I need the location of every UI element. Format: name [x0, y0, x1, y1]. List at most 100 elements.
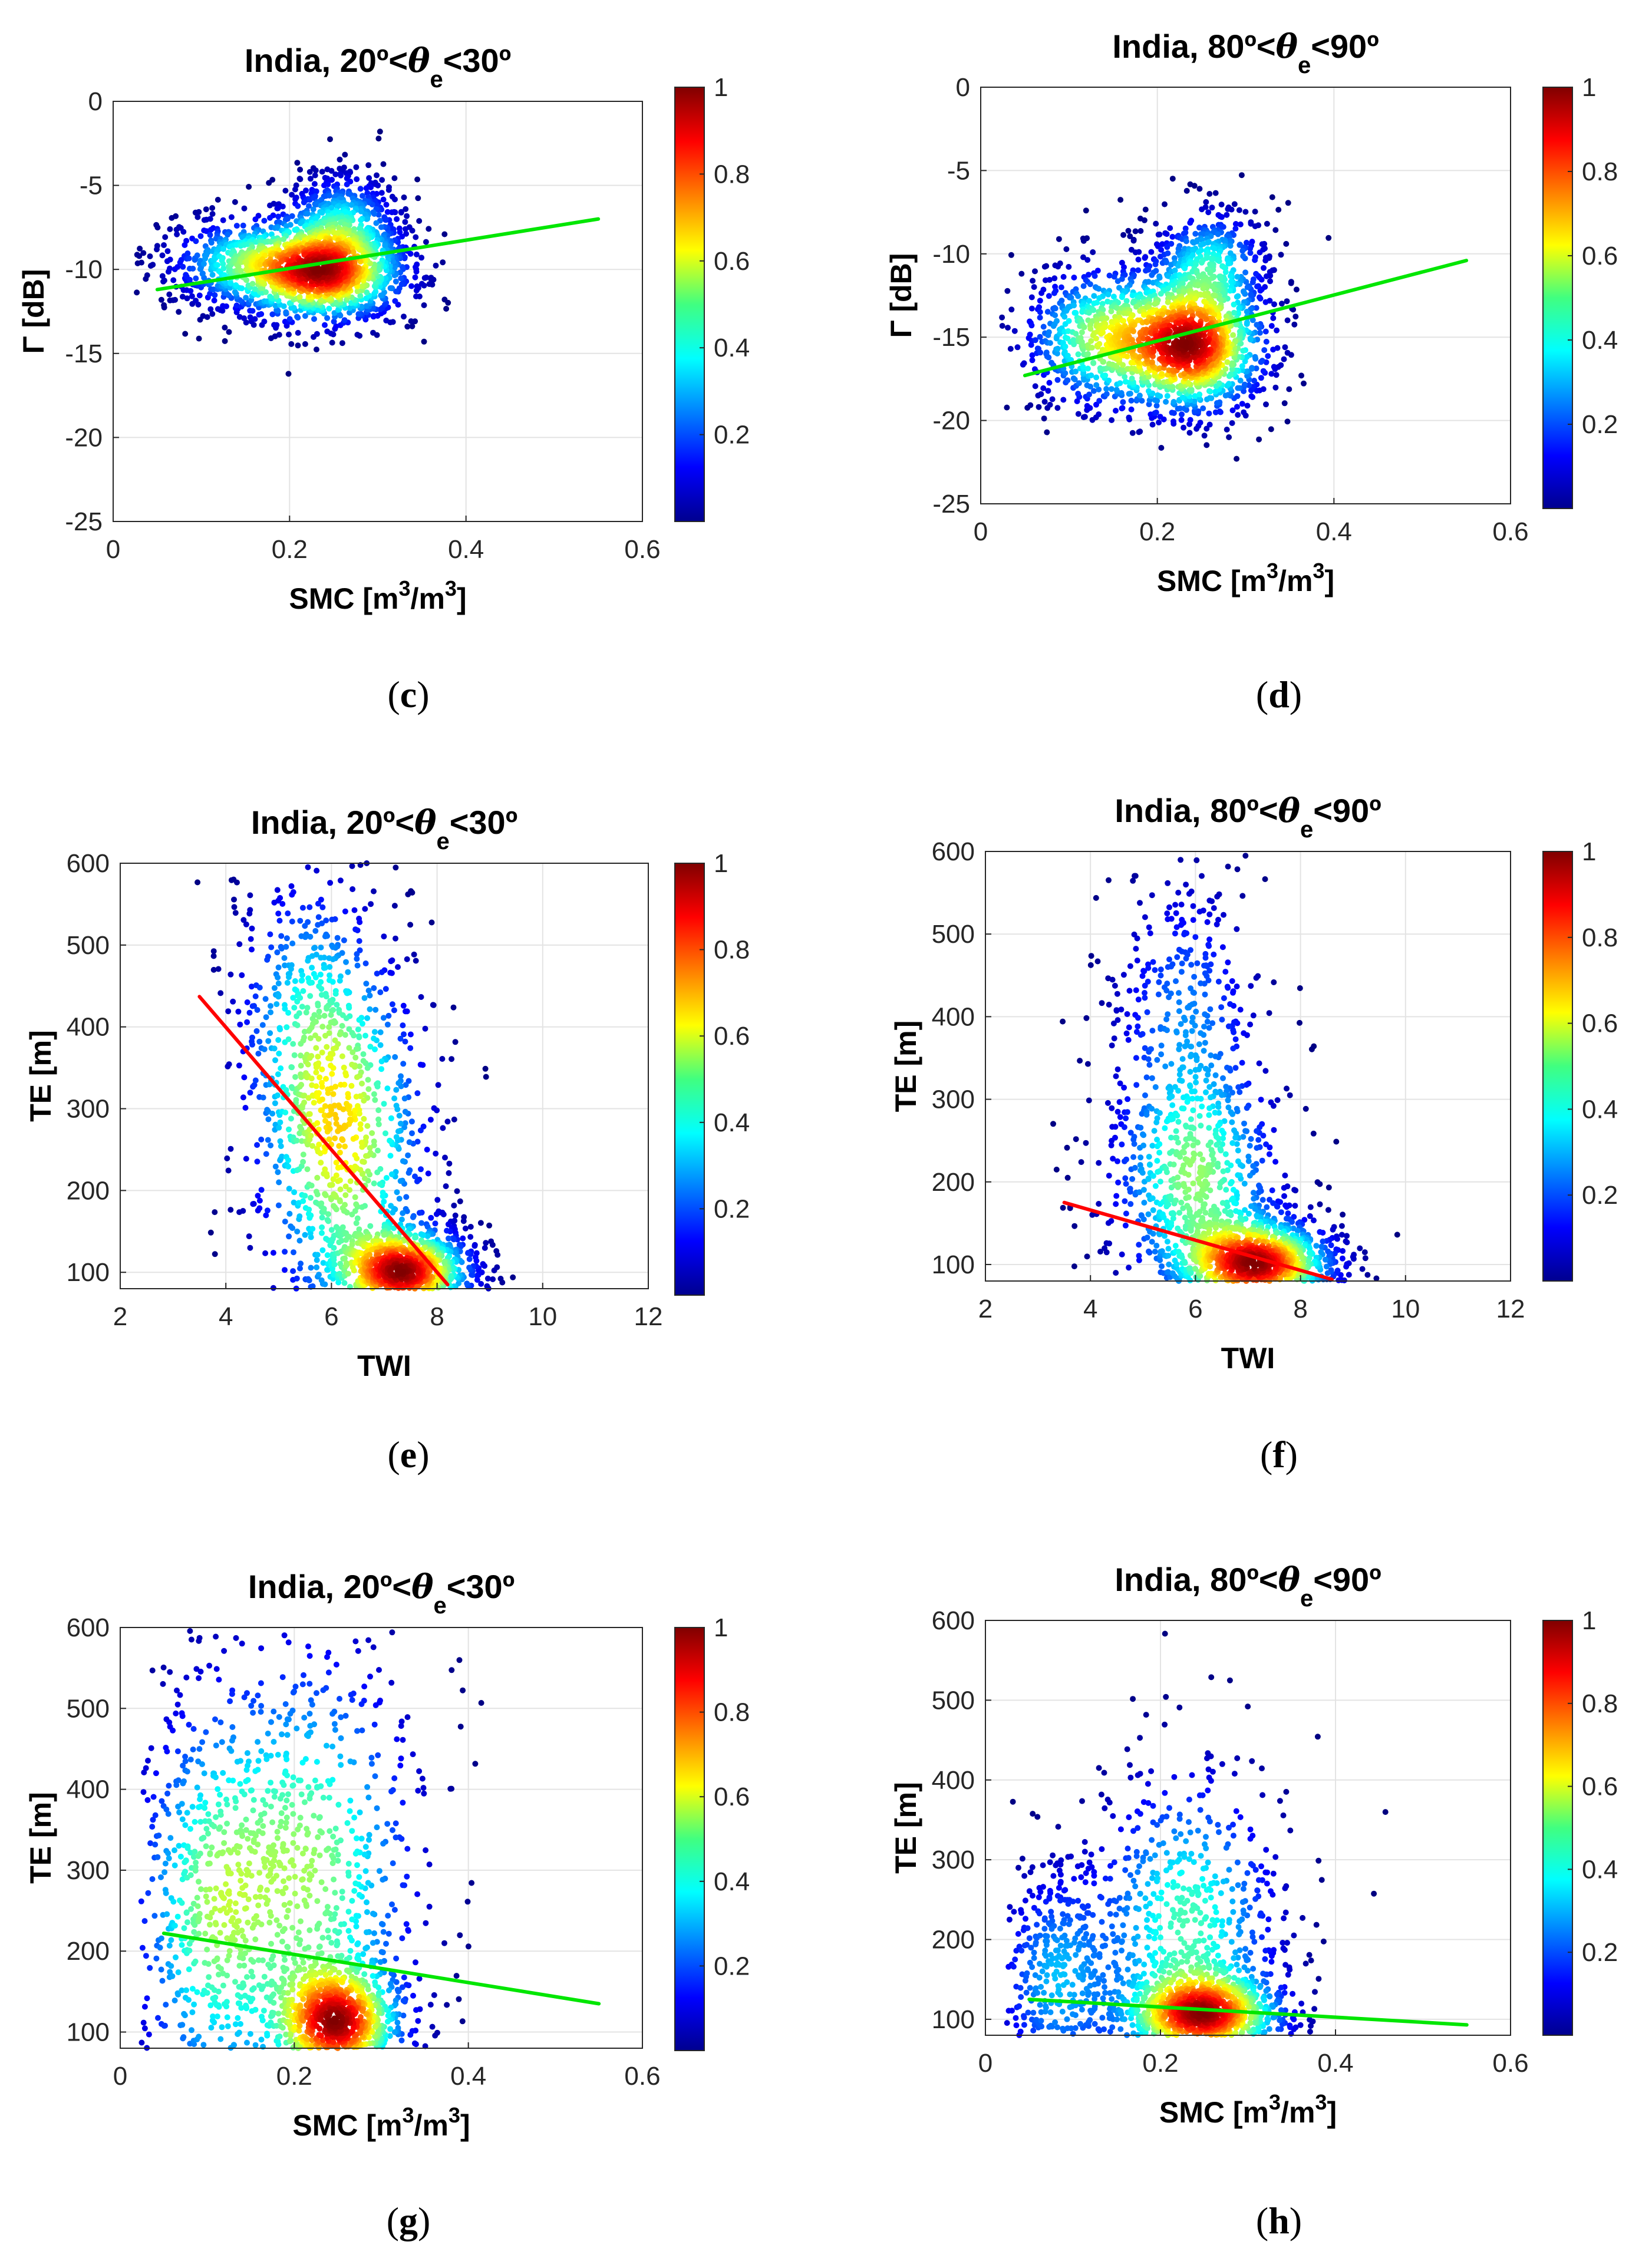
data-point [391, 1007, 397, 1013]
data-point [1127, 391, 1133, 397]
data-point [1240, 253, 1247, 259]
data-point [1146, 388, 1152, 394]
data-point [388, 209, 395, 216]
data-point [190, 265, 196, 272]
data-point [1052, 305, 1059, 312]
data-point [193, 238, 199, 245]
data-point [314, 867, 320, 874]
data-point [1120, 232, 1127, 238]
data-point [362, 906, 368, 912]
data-point [212, 1251, 218, 1257]
data-point [1225, 206, 1231, 212]
data-point [355, 311, 362, 317]
data-point [366, 175, 372, 181]
data-point [380, 196, 387, 203]
title-subscript: e [430, 67, 443, 93]
data-point [203, 206, 209, 213]
data-point [1247, 335, 1254, 342]
data-point [315, 922, 321, 928]
data-point [1096, 398, 1103, 404]
data-point [378, 224, 384, 230]
data-point [1226, 434, 1232, 440]
data-point [439, 1056, 446, 1062]
data-point [337, 156, 343, 163]
data-point [304, 210, 311, 217]
data-point [393, 935, 398, 942]
data-point [275, 213, 282, 220]
data-point [432, 1220, 438, 1227]
data-point [1325, 235, 1332, 241]
data-point [196, 335, 202, 342]
data-point [210, 953, 217, 959]
data-point [1216, 380, 1222, 387]
x-tick-label: 0.4 [448, 535, 484, 564]
data-point [1206, 410, 1212, 417]
data-point [1052, 312, 1059, 318]
colorbar-tick-label: 0.4 [1582, 326, 1618, 355]
data-point [413, 958, 419, 964]
data-point [390, 259, 397, 265]
data-point [1262, 257, 1269, 264]
data-point [1027, 331, 1033, 338]
data-point [311, 945, 317, 952]
data-point [233, 302, 240, 309]
data-point [306, 203, 312, 209]
data-point [243, 921, 249, 927]
data-point [348, 202, 355, 208]
data-point [423, 239, 429, 245]
data-point [441, 296, 448, 303]
data-point [327, 136, 333, 143]
data-point [1047, 340, 1053, 346]
x-tick-label: 0.4 [1316, 517, 1352, 546]
data-point [273, 322, 280, 328]
data-point [410, 1214, 416, 1220]
data-point [1113, 408, 1119, 414]
data-point [1096, 341, 1103, 347]
data-point [1248, 393, 1255, 400]
data-point [255, 1051, 262, 1057]
data-point [292, 186, 298, 193]
data-point [268, 1003, 273, 1009]
data-point [243, 295, 249, 301]
data-point [241, 315, 248, 322]
data-point [1075, 351, 1081, 358]
data-point [1153, 410, 1159, 415]
data-point [297, 917, 304, 924]
data-point [1037, 309, 1043, 315]
data-point [401, 1095, 408, 1102]
data-point [407, 1031, 414, 1038]
data-point [1170, 399, 1177, 405]
data-point [305, 864, 311, 870]
data-point [1066, 263, 1072, 270]
data-point [214, 262, 220, 268]
colorbar: 0.20.40.60.81 [674, 73, 750, 522]
data-point [1264, 220, 1270, 227]
data-point [227, 279, 233, 286]
data-point [367, 992, 373, 999]
data-point [246, 1233, 252, 1240]
data-point [282, 1267, 288, 1273]
data-point [393, 278, 399, 285]
data-point [451, 1202, 457, 1209]
data-point [1239, 401, 1245, 407]
data-point [392, 298, 398, 304]
data-point [258, 311, 265, 317]
data-point [1234, 273, 1241, 280]
data-point [1272, 384, 1279, 391]
data-point [208, 239, 215, 246]
data-point [302, 313, 308, 319]
data-point [356, 938, 362, 944]
data-point [1231, 201, 1238, 207]
data-point [407, 922, 414, 928]
data-point [331, 318, 337, 325]
data-point [172, 296, 178, 303]
data-point [296, 1237, 303, 1244]
data-point [1081, 414, 1088, 420]
data-point [378, 292, 384, 299]
data-point [397, 1035, 404, 1042]
data-point [196, 209, 202, 215]
data-point [209, 211, 216, 217]
data-point [1229, 360, 1235, 367]
data-point [161, 302, 167, 308]
data-point [370, 329, 376, 336]
